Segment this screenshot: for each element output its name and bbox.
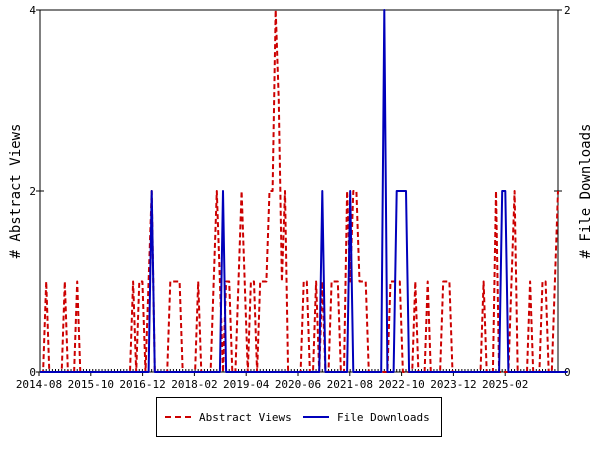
x-tick-label: 2023-12 xyxy=(430,378,476,391)
legend-label-file-downloads: File Downloads xyxy=(337,410,430,424)
legend-swatch-abstract-views xyxy=(165,416,191,418)
y-left-tick-label: 2 xyxy=(29,185,36,198)
x-tick-label: 2019-04 xyxy=(223,378,270,391)
x-tick-label: 2015-10 xyxy=(68,378,114,391)
y-axis-right-title: # File Downloads xyxy=(578,124,594,259)
legend-swatch-file-downloads xyxy=(303,416,329,418)
y-right-tick-label: 2 xyxy=(564,4,571,17)
x-tick-label: 2020-06 xyxy=(275,378,321,391)
x-tick-label: 2018-02 xyxy=(171,378,217,391)
legend-item-file-downloads: File Downloads xyxy=(303,410,430,424)
legend: Abstract Views File Downloads xyxy=(156,397,442,437)
plot-area xyxy=(39,9,559,373)
y-right-tick-label: 0 xyxy=(564,366,571,379)
y-left-tick-label: 4 xyxy=(29,4,36,17)
series-layer xyxy=(40,9,568,373)
x-tick-label: 2021-08 xyxy=(327,378,373,391)
legend-item-abstract-views: Abstract Views xyxy=(165,410,292,424)
y-axis-left-title: # Abstract Views xyxy=(8,124,24,259)
legend-label-abstract-views: Abstract Views xyxy=(199,410,292,424)
x-tick-label: 2022-10 xyxy=(378,378,424,391)
series-line-file-downloads xyxy=(40,9,568,373)
x-tick-label: 2016-12 xyxy=(119,378,165,391)
x-axis: 2014-08 2015-10 2016-12 2018-02 2019-04 2020-… xyxy=(16,369,559,391)
x-tick-label: 2025-02 xyxy=(482,378,528,391)
y-left-tick-label: 0 xyxy=(29,366,36,379)
x-tick-label: 2014-08 xyxy=(16,378,62,391)
